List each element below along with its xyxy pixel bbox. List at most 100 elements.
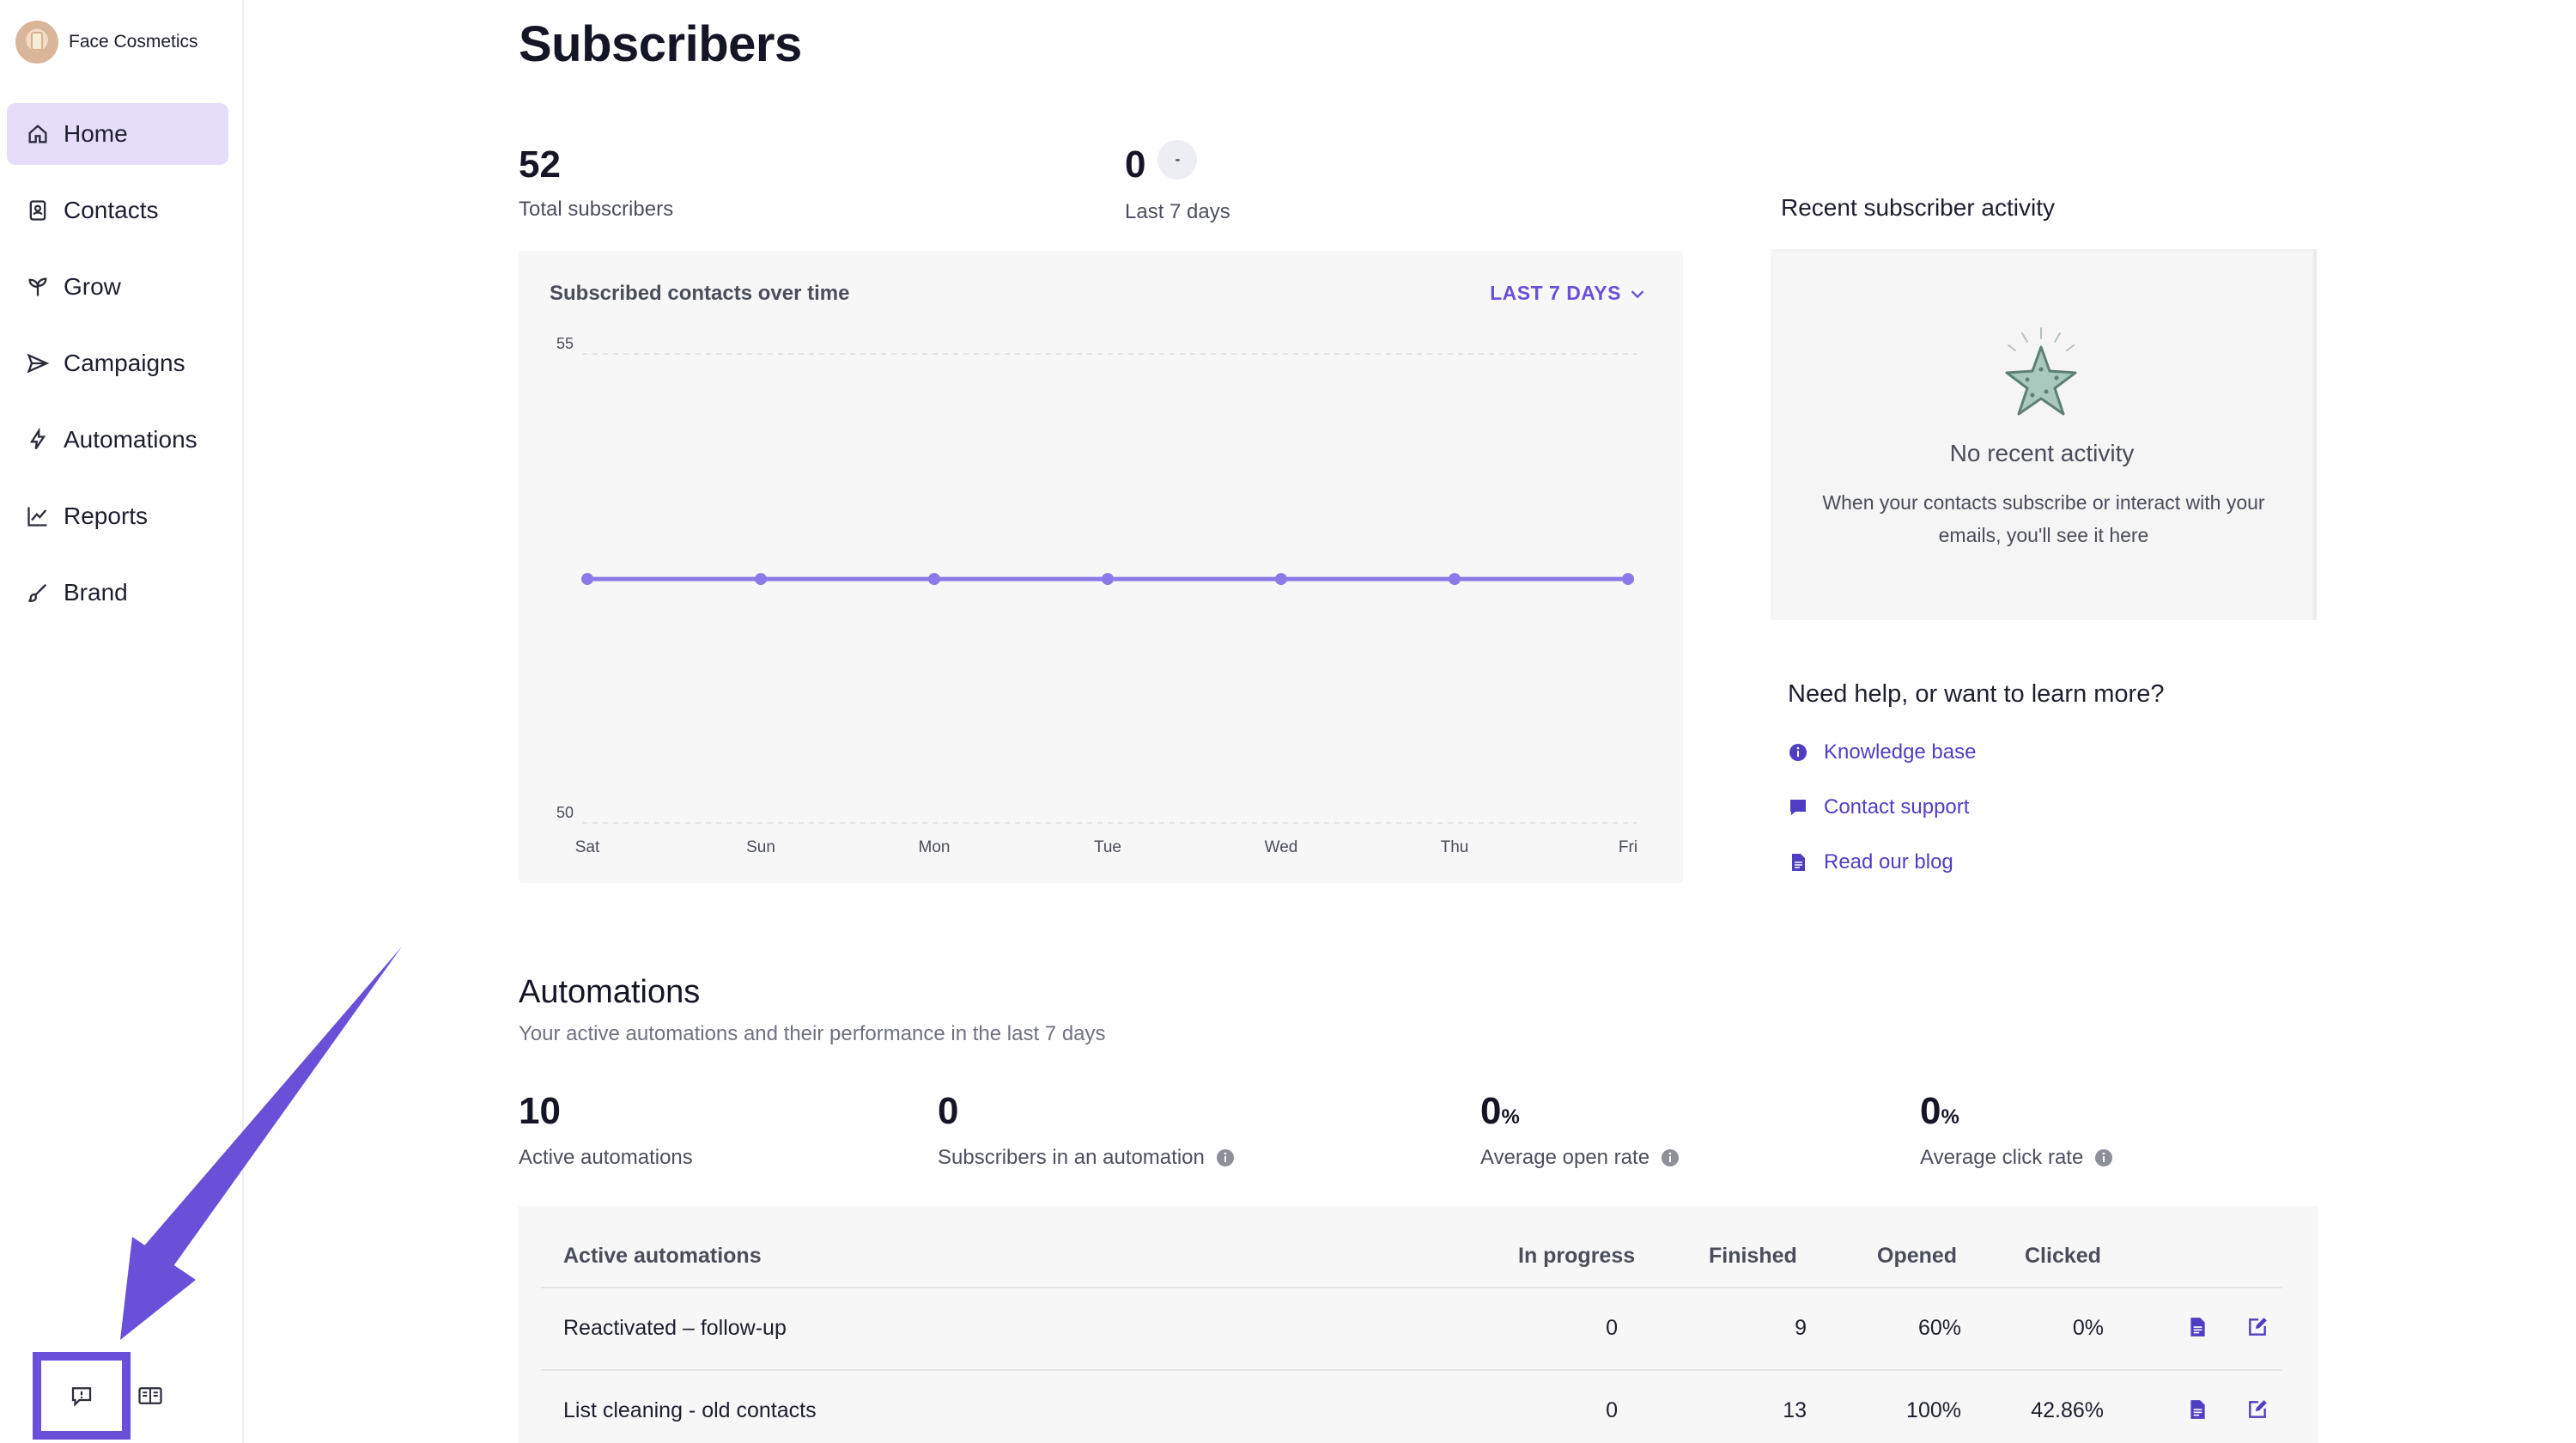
automation-name[interactable]: Reactivated – follow-up	[563, 1316, 787, 1340]
sidebar-item-label: Campaigns	[64, 350, 185, 376]
sprout-icon	[24, 273, 52, 301]
chat-icon	[1790, 800, 1806, 815]
x-tick-label: Fri	[1619, 838, 1637, 856]
starfish-icon	[2005, 327, 2077, 416]
divider	[541, 1287, 2282, 1288]
info-icon	[1789, 744, 1807, 761]
x-tick-label: Mon	[919, 838, 951, 856]
contact-support-link[interactable]: Contact support	[1788, 795, 1969, 819]
sidebar-item-contacts[interactable]: Contacts	[7, 180, 228, 241]
sidebar-item-label: Home	[64, 120, 128, 147]
sidebar-item-label: Grow	[64, 273, 121, 300]
stat-last-7-days: 0- Last 7 days	[1125, 140, 1230, 224]
sidebar-item-reports[interactable]: Reports	[7, 485, 228, 547]
org-switcher[interactable]: Face Cosmetics	[15, 21, 198, 64]
sidebar-item-label: Automations	[64, 426, 197, 453]
info-icon[interactable]	[1215, 1148, 1236, 1168]
lightning-icon	[24, 426, 52, 454]
x-tick-label: Wed	[1265, 838, 1298, 856]
cell-in-progress: 0	[1606, 1398, 1618, 1422]
chevron-down-icon	[1631, 289, 1644, 298]
sidebar-item-label: Contacts	[64, 197, 159, 223]
sidebar: Face Cosmetics Home Contacts Grow Campai…	[0, 0, 244, 1443]
automations-heading: Automations	[519, 974, 701, 1010]
data-point	[928, 573, 940, 586]
column-header: Finished	[1709, 1244, 1797, 1268]
feedback-icon	[71, 1387, 92, 1407]
column-header: Opened	[1877, 1244, 1958, 1268]
data-point	[1449, 573, 1461, 586]
automations-subtitle: Your active automations and their perfor…	[519, 1022, 1106, 1045]
date-range-dropdown[interactable]: LAST 7 DAYS	[1490, 282, 1647, 305]
org-name: Face Cosmetics	[69, 32, 198, 52]
sidebar-item-grow[interactable]: Grow	[7, 256, 228, 318]
knowledge-base-link[interactable]: Knowledge base	[1788, 740, 1976, 764]
divider	[541, 1369, 2282, 1371]
stat-unit: %	[1501, 1105, 1520, 1129]
info-icon[interactable]	[1660, 1148, 1680, 1168]
stat-value: 0	[1125, 143, 1146, 186]
sidebar-item-home[interactable]: Home	[7, 103, 228, 165]
y-tick-label: 50	[556, 804, 574, 821]
cell-opened: 100%	[1906, 1398, 1961, 1422]
report-icon[interactable]	[2186, 1398, 2208, 1421]
sidebar-item-automations[interactable]: Automations	[7, 409, 228, 471]
subscribers-chart-card: Subscribed contacts over time LAST 7 DAY…	[519, 251, 1683, 883]
stat-average-click-rate: 0% Average click rate	[1920, 1093, 2114, 1170]
cell-finished: 9	[1795, 1316, 1807, 1340]
stat-label: Total subscribers	[519, 198, 674, 221]
x-tick-label: Tue	[1094, 838, 1121, 856]
info-icon[interactable]	[2093, 1148, 2114, 1168]
automation-name[interactable]: List cleaning - old contacts	[563, 1398, 817, 1422]
stat-value: 10	[519, 1090, 561, 1132]
org-logo	[15, 21, 58, 64]
stat-label: Active automations	[519, 1146, 693, 1169]
stat-label: Subscribers in an automation	[938, 1146, 1205, 1169]
stat-unit: %	[1941, 1105, 1959, 1129]
stat-label: Average click rate	[1920, 1146, 2084, 1169]
data-point	[755, 573, 767, 586]
edit-icon[interactable]	[2246, 1316, 2269, 1338]
page-title: Subscribers	[519, 16, 802, 72]
brush-icon	[24, 579, 52, 606]
stat-value: 0	[938, 1090, 959, 1132]
stat-label: Average open rate	[1480, 1146, 1650, 1169]
read-blog-link[interactable]: Read our blog	[1788, 850, 1953, 874]
sidebar-nav: Home Contacts Grow Campaigns Automations	[7, 103, 228, 638]
report-icon[interactable]	[2186, 1316, 2208, 1338]
contacts-icon	[24, 197, 52, 224]
sidebar-item-brand[interactable]: Brand	[7, 562, 228, 624]
change-badge: -	[1157, 140, 1198, 180]
y-tick-label: 55	[556, 335, 574, 352]
chart-title: Subscribed contacts over time	[550, 282, 850, 305]
stat-average-open-rate: 0% Average open rate	[1480, 1093, 1680, 1170]
stat-value: 0	[1920, 1090, 1941, 1132]
x-tick-label: Thu	[1441, 838, 1469, 856]
stat-subscribers-in-automation: 0 Subscribers in an automation	[938, 1093, 1236, 1170]
x-tick-label: Sat	[575, 838, 600, 856]
sidebar-item-label: Brand	[64, 579, 128, 606]
column-header: In progress	[1518, 1244, 1636, 1268]
document-icon	[1792, 854, 1805, 871]
cell-finished: 13	[1783, 1398, 1807, 1422]
cell-clicked: 42.86%	[2031, 1398, 2104, 1422]
home-icon	[24, 120, 52, 148]
sidebar-item-campaigns[interactable]: Campaigns	[7, 332, 228, 394]
stat-label: Last 7 days	[1125, 200, 1230, 224]
activity-heading: Recent subscriber activity	[1781, 194, 2056, 221]
layout-toggle-icon[interactable]	[137, 1383, 163, 1409]
column-header: Clicked	[2025, 1244, 2101, 1268]
edit-icon[interactable]	[2246, 1398, 2269, 1421]
stat-value: 52	[519, 143, 561, 186]
stat-value: 0	[1480, 1090, 1502, 1132]
x-tick-label: Sun	[746, 838, 775, 856]
cell-in-progress: 0	[1606, 1316, 1618, 1340]
chart-icon	[24, 502, 52, 530]
column-header: Active automations	[563, 1244, 762, 1268]
feedback-button[interactable]	[33, 1352, 131, 1440]
active-automations-table: Active automations In progress Finished …	[519, 1206, 2318, 1443]
stat-active-automations: 10 Active automations	[519, 1093, 693, 1170]
sidebar-item-label: Reports	[64, 502, 149, 529]
help-heading: Need help, or want to learn more?	[1788, 680, 2165, 708]
